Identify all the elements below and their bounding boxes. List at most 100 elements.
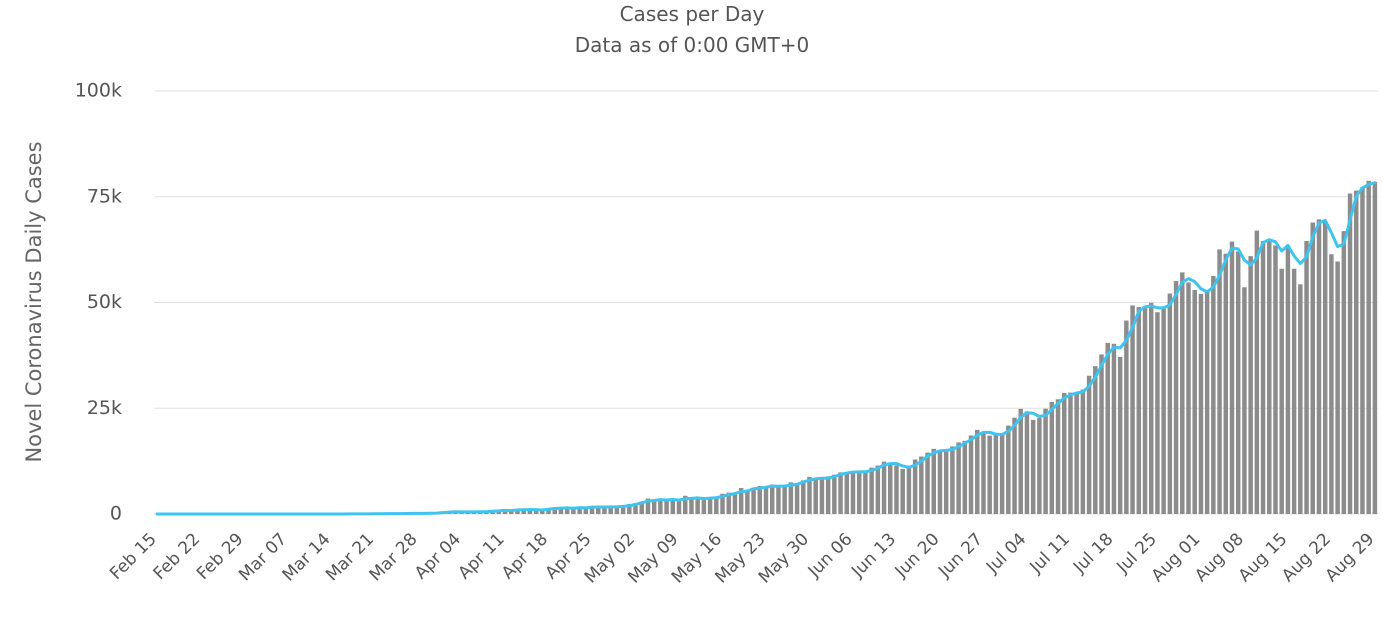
bar [1143,308,1147,514]
bar [751,488,755,514]
bar [1099,354,1103,514]
bar [789,482,793,514]
bar [1236,251,1240,514]
x-tick-label: Feb 15 [106,529,161,584]
bar [919,457,923,514]
bar [863,472,867,514]
bar [1161,309,1165,514]
x-tick-label: Mar 28 [366,529,422,585]
bar [888,464,892,514]
bar [1323,221,1327,514]
bar [1112,344,1116,514]
bar [845,472,849,514]
y-tick-label: 50k [87,291,122,313]
bar [1273,245,1277,514]
bar [733,494,737,514]
bar [1174,281,1178,514]
bar [1081,390,1085,514]
x-tick-label: Jul 04 [982,529,1030,577]
bar [925,453,929,514]
bar [1304,241,1308,514]
bar [689,499,693,514]
y-tick-label: 100k [75,80,122,102]
bar [1149,303,1153,514]
bar [1155,312,1159,514]
bar [714,498,718,514]
bar [963,441,967,514]
bar [1242,287,1246,514]
bar [975,430,979,514]
bar [1230,242,1234,514]
bar [1373,182,1377,514]
bar [1037,418,1041,514]
bar [851,472,855,514]
bar [1217,249,1221,514]
y-axis-title: Novel Coronavirus Daily Cases [22,141,46,462]
bar [1093,366,1097,514]
bar [869,468,873,514]
bar [1068,393,1072,514]
bar [838,472,842,514]
x-tick-label: Jun 13 [847,529,900,582]
x-tick-label: Aug 29 [1322,529,1379,586]
x-tick-label: Jun 20 [891,529,944,582]
bar [1137,307,1141,514]
bar [1224,254,1228,514]
bar [1087,376,1091,514]
bar [1354,191,1358,514]
bar [1006,426,1010,514]
bar [813,479,817,514]
bar [1019,409,1023,514]
bar [702,498,706,514]
bar [677,501,681,514]
y-tick-label: 75k [87,185,122,207]
y-tick-label: 0 [110,503,122,525]
bar [1025,411,1029,514]
bar [956,442,960,514]
x-tick-label: Feb 22 [150,529,205,584]
bar [695,499,699,514]
bar [1012,418,1016,514]
bar [1317,219,1321,514]
line [157,183,1375,514]
bar [1342,231,1346,514]
bar [981,432,985,514]
bar [1267,239,1271,514]
bar [1105,343,1109,514]
bar [1348,194,1352,514]
x-tick-label: Jul 18 [1069,529,1117,577]
bar [801,480,805,514]
bar [776,486,780,514]
bar [1255,231,1259,514]
bar [1335,261,1339,514]
bar [913,460,917,514]
bar [1180,272,1184,514]
bar [1192,290,1196,514]
bar [764,488,768,514]
bar [1286,245,1290,514]
bar [795,483,799,514]
bar [1062,393,1066,514]
x-tick-label: Mar 21 [322,529,378,585]
bar [807,477,811,514]
bar [1292,269,1296,514]
bar [1031,420,1035,514]
bar [1074,393,1078,514]
bar [1000,433,1004,514]
bar [652,501,656,514]
bar [1366,181,1370,514]
bar [1186,282,1190,514]
bar [1043,409,1047,514]
x-tick-label: Apr 18 [498,529,552,583]
bar [969,436,973,514]
x-tick-label: Jun 06 [804,529,857,582]
bar [938,451,942,514]
x-tick-label: Apr 11 [455,529,509,583]
bar [1118,357,1122,514]
bar [907,468,911,514]
x-tick-label: Apr 04 [411,529,465,583]
bar [994,435,998,514]
bar [1168,294,1172,514]
